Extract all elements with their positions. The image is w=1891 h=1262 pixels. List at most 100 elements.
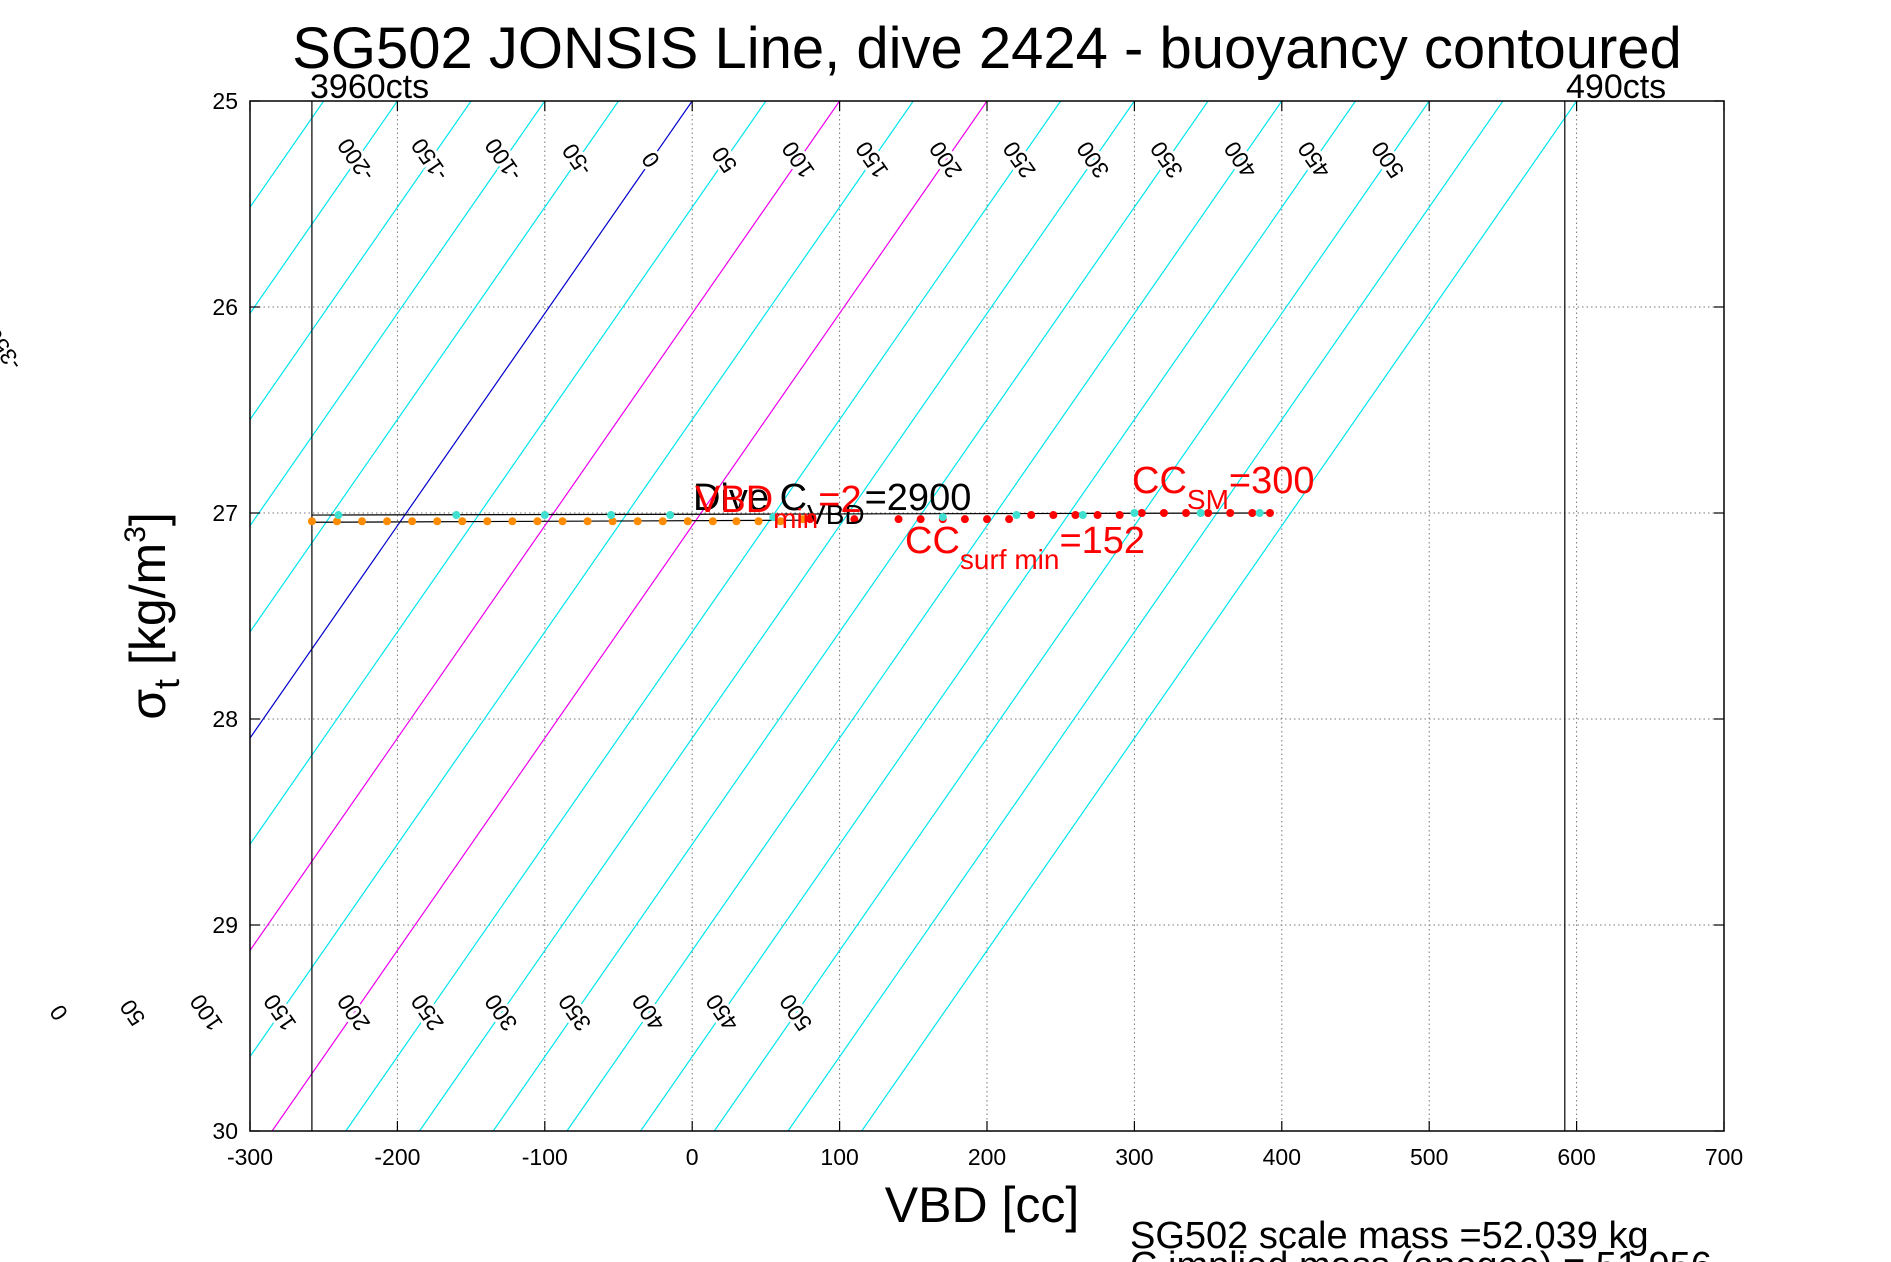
data-point-dive-points xyxy=(776,517,785,526)
data-point-dive-points xyxy=(358,517,367,526)
y-tick-label: 25 xyxy=(212,88,238,114)
contour-line-m100 xyxy=(250,101,546,527)
dive-c-sub: VBD xyxy=(807,499,865,530)
data-point-turquoise-points xyxy=(540,511,549,520)
data-point-dive-points xyxy=(732,517,741,526)
contour-line-300 xyxy=(419,101,1135,1131)
y-axis-label-sub: t xyxy=(146,679,187,689)
x-tick-label: 500 xyxy=(1410,1144,1448,1170)
data-point-dive-points xyxy=(754,517,763,526)
data-point-turquoise-points xyxy=(607,511,616,520)
data-point-climb-points xyxy=(1181,509,1190,517)
cc-surf-min-sub: surf min xyxy=(960,544,1060,575)
vbd-min-tail: =2 xyxy=(818,479,861,521)
data-point-climb-points xyxy=(850,515,859,524)
y-axis-label: σt [kg/m3] xyxy=(119,512,187,720)
x-tick-label: 600 xyxy=(1557,1144,1595,1170)
data-point-dive-points xyxy=(533,517,542,526)
limit-label-left: 3960cts xyxy=(310,68,429,106)
cc-sm-sub: SM xyxy=(1187,484,1229,515)
data-point-turquoise-points xyxy=(1196,509,1205,517)
data-point-climb-points xyxy=(983,515,991,524)
data-point-climb-points xyxy=(1159,509,1168,517)
footer-implied-mass: C implied mass (apogee) = 51.956 xyxy=(1130,1245,1712,1262)
contour-line-m150 xyxy=(250,101,472,421)
contour-line-500 xyxy=(713,101,1430,1131)
data-point-climb-points xyxy=(1226,509,1235,517)
data-point-turquoise-points xyxy=(334,511,343,520)
x-tick-label: -200 xyxy=(374,1144,420,1170)
x-tick-label: 400 xyxy=(1263,1144,1301,1170)
contour-line-m50 xyxy=(250,101,619,633)
data-point-climb-points xyxy=(1071,511,1080,520)
x-ticks: -300 -200 -100 0 100 200 300 400 500 600 700 xyxy=(227,101,1743,1170)
cc-sm-tail: =300 xyxy=(1229,460,1315,502)
data-point-dive-points xyxy=(433,517,442,526)
contour-line-150 xyxy=(250,101,914,1058)
y-tick-label: 29 xyxy=(212,912,238,938)
data-point-climb-points xyxy=(1204,509,1213,517)
y-tick-label: 26 xyxy=(212,294,238,320)
vbd-limit-labels: 3960cts 490cts xyxy=(310,68,1666,106)
data-point-dive-points xyxy=(458,517,467,526)
data-point-dive-points xyxy=(683,517,692,526)
data-point-climb-points xyxy=(1266,509,1275,517)
x-tick-label: 300 xyxy=(1115,1144,1153,1170)
contour-line-600 xyxy=(861,101,1578,1131)
annotation-vbd-min: VBDmin=2 xyxy=(695,479,862,534)
y-axis-label-sup: 3 xyxy=(119,526,152,543)
data-point-turquoise-points xyxy=(1012,511,1021,520)
data-point-climb-points xyxy=(1248,509,1257,517)
contour-line-m200 xyxy=(250,101,398,315)
vbd-min-main: VBD xyxy=(695,479,773,521)
y-ticks: 25 26 27 28 29 30 xyxy=(212,88,1724,1144)
data-point-climb-points xyxy=(1027,511,1036,520)
data-point-turquoise-points xyxy=(1078,511,1087,520)
data-point-climb-points xyxy=(1115,511,1124,520)
data-point-turquoise-points xyxy=(1255,509,1264,517)
data-point-dive-points xyxy=(508,517,517,526)
data-point-dive-points xyxy=(307,517,316,526)
data-point-turquoise-points xyxy=(938,513,947,522)
trace-line-upper xyxy=(311,512,1271,516)
x-axis-label: VBD [cc] xyxy=(885,1177,1079,1233)
dive-c-tail: =2900 xyxy=(865,477,972,519)
data-point-dive-points xyxy=(798,515,807,524)
annotation-cc-sm: CCSM=300 xyxy=(1132,460,1314,515)
y-axis-label-main: σ xyxy=(120,689,176,720)
data-point-climb-points xyxy=(916,515,925,524)
data-point-dive-points xyxy=(608,517,617,526)
data-point-turquoise-points xyxy=(666,511,675,520)
x-tick-label: 700 xyxy=(1705,1144,1743,1170)
data-point-dive-points xyxy=(383,517,392,526)
grid xyxy=(250,101,1724,1131)
contour-line-400 xyxy=(566,101,1283,1131)
annotation-cc-surf-min: CCsurf min=152 xyxy=(905,520,1145,575)
data-point-turquoise-points xyxy=(1130,509,1139,517)
contour-line-50 xyxy=(250,101,767,846)
y-axis-label-units: [kg/m xyxy=(120,543,176,679)
footer-scale-mass: SG502 scale mass =52.039 kg xyxy=(1130,1215,1649,1257)
contour-line-100 xyxy=(250,101,841,952)
contour-lines xyxy=(250,101,1578,1131)
x-tick-label: -100 xyxy=(522,1144,568,1170)
contour-line-450 xyxy=(640,101,1356,1131)
data-point-dive-points xyxy=(633,517,642,526)
cc-surf-min-main: CC xyxy=(905,520,960,562)
cc-sm-main: CC xyxy=(1132,460,1187,502)
data-point-dive-points xyxy=(558,517,567,526)
data-point-climb-points xyxy=(1049,511,1058,520)
limit-label-right: 490cts xyxy=(1566,68,1666,106)
vbd-limit-lines xyxy=(311,101,1566,1131)
data-point-climb-points xyxy=(1093,511,1102,520)
dive-c-main: Dive C xyxy=(693,477,807,519)
contour-line-200 xyxy=(271,101,988,1131)
data-point-climb-points xyxy=(1005,515,1014,524)
data-point-climb-points xyxy=(1137,509,1146,517)
y-axis-label-close: ] xyxy=(120,512,176,526)
data-point-climb-points xyxy=(806,515,815,524)
contour-line-0 xyxy=(250,101,693,740)
data-series xyxy=(307,509,1275,526)
